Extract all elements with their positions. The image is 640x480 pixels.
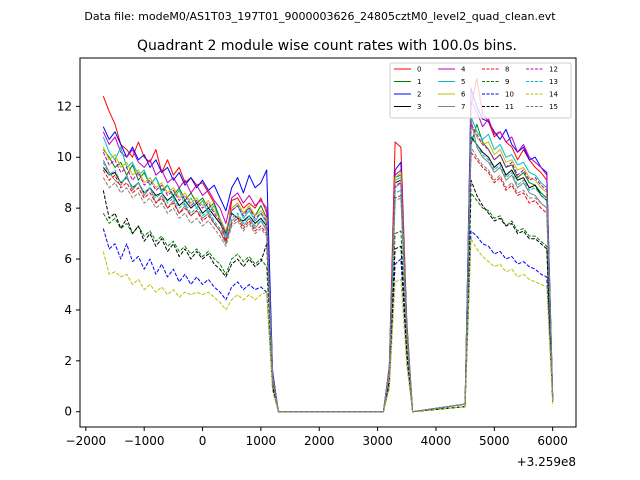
legend-label-15: 15	[549, 103, 558, 111]
series-line-13	[102, 133, 554, 413]
legend-label-5: 5	[461, 78, 465, 86]
plot-area	[80, 58, 576, 427]
series-line-4	[102, 100, 554, 413]
chart-title: Quadrant 2 module wise count rates with …	[137, 38, 517, 54]
legend-label-10: 10	[505, 91, 514, 99]
suptitle: Data file: modeM0/AS1T03_197T01_90000036…	[84, 10, 556, 23]
series-line-9	[102, 192, 554, 413]
y-tick-label: 12	[57, 99, 72, 113]
y-axis: 0 2 4 6 8 10 12	[57, 99, 80, 419]
legend-label-6: 6	[461, 91, 466, 99]
legend-label-4: 4	[461, 66, 466, 74]
series-line-10	[102, 228, 554, 413]
series-line-5	[102, 116, 554, 413]
legend-label-7: 7	[461, 103, 465, 111]
y-tick-label: 8	[64, 201, 72, 215]
x-tick-label: 4000	[421, 434, 452, 448]
legend-label-1: 1	[417, 78, 421, 86]
x-tick-label: −1000	[124, 434, 165, 448]
x-tick-label: −2000	[66, 434, 107, 448]
series-line-6	[102, 126, 554, 413]
y-tick-label: 2	[64, 354, 72, 368]
series-line-14	[102, 238, 554, 413]
series-line-7	[102, 118, 554, 413]
series-line-11	[102, 179, 554, 413]
x-tick-label: 3000	[362, 434, 393, 448]
legend-label-13: 13	[549, 78, 558, 86]
legend-label-0: 0	[417, 66, 421, 74]
series-line-15	[102, 146, 554, 413]
x-tick-label: 1000	[246, 434, 277, 448]
y-tick-label: 4	[64, 303, 72, 317]
series-line-3	[102, 136, 554, 413]
legend-label-8: 8	[505, 66, 509, 74]
x-tick-label: 2000	[304, 434, 335, 448]
legend-label-9: 9	[505, 78, 509, 86]
legend-label-3: 3	[417, 103, 421, 111]
x-tick-label: 5000	[479, 434, 510, 448]
series-line-12	[102, 123, 554, 413]
y-tick-label: 0	[64, 405, 72, 419]
x-axis: −2000 −1000 0 1000 2000 3000 4000 5000 6000	[66, 427, 568, 448]
x-tick-label: 0	[199, 434, 207, 448]
legend-label-11: 11	[505, 103, 514, 111]
legend-box	[389, 62, 572, 119]
x-tick-label: 6000	[537, 434, 568, 448]
series-lines	[102, 77, 554, 413]
legend-label-14: 14	[549, 91, 558, 99]
x-offset-label: +3.259e8	[517, 455, 576, 469]
y-tick-label: 10	[57, 150, 72, 164]
legend-label-12: 12	[549, 66, 558, 74]
y-tick-label: 6	[64, 252, 72, 266]
plot-frame	[79, 57, 577, 428]
series-line-8	[102, 151, 554, 413]
legend-label-2: 2	[417, 91, 421, 99]
